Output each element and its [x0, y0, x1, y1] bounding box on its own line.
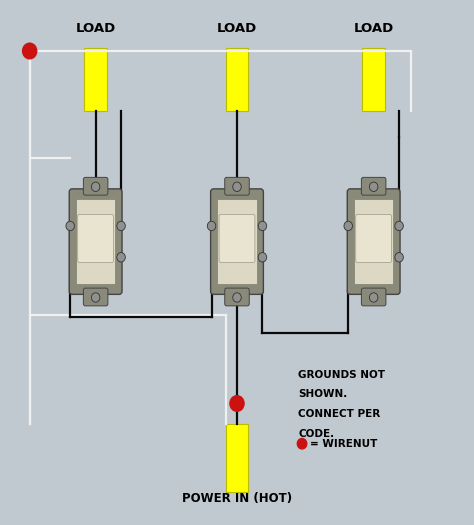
- Circle shape: [91, 293, 100, 302]
- Text: = WIRENUT: = WIRENUT: [310, 439, 377, 449]
- Circle shape: [23, 43, 36, 59]
- Text: POWER IN (HOT): POWER IN (HOT): [182, 492, 292, 506]
- Circle shape: [117, 253, 125, 262]
- Circle shape: [66, 221, 74, 230]
- Bar: [362, 48, 385, 111]
- Bar: [362, 48, 385, 111]
- Circle shape: [207, 221, 216, 230]
- Bar: [226, 48, 248, 111]
- FancyBboxPatch shape: [225, 177, 249, 195]
- Circle shape: [297, 438, 307, 449]
- Bar: [217, 200, 257, 284]
- FancyBboxPatch shape: [78, 214, 114, 262]
- FancyBboxPatch shape: [219, 214, 255, 262]
- Circle shape: [233, 182, 241, 192]
- Bar: [76, 200, 116, 284]
- Bar: [84, 48, 107, 111]
- FancyBboxPatch shape: [83, 288, 108, 306]
- Circle shape: [395, 221, 403, 230]
- Bar: [226, 424, 248, 492]
- Circle shape: [117, 221, 125, 230]
- FancyBboxPatch shape: [347, 189, 400, 295]
- Circle shape: [230, 396, 244, 411]
- FancyBboxPatch shape: [69, 189, 122, 295]
- Text: SHOWN.: SHOWN.: [298, 390, 347, 400]
- Circle shape: [344, 221, 353, 230]
- Bar: [226, 48, 248, 111]
- Text: LOAD: LOAD: [75, 23, 116, 35]
- FancyBboxPatch shape: [210, 189, 264, 295]
- FancyBboxPatch shape: [361, 288, 386, 306]
- FancyBboxPatch shape: [225, 288, 249, 306]
- Circle shape: [233, 293, 241, 302]
- Bar: [226, 424, 248, 492]
- Text: LOAD: LOAD: [354, 23, 394, 35]
- Text: GROUNDS NOT: GROUNDS NOT: [298, 370, 385, 380]
- Circle shape: [258, 253, 267, 262]
- FancyBboxPatch shape: [83, 177, 108, 195]
- Text: LOAD: LOAD: [217, 23, 257, 35]
- Bar: [84, 48, 107, 111]
- Text: CONNECT PER: CONNECT PER: [298, 410, 381, 419]
- Bar: [354, 200, 393, 284]
- FancyBboxPatch shape: [356, 214, 392, 262]
- Circle shape: [369, 182, 378, 192]
- Text: CODE.: CODE.: [298, 429, 334, 439]
- Circle shape: [258, 221, 267, 230]
- Circle shape: [91, 182, 100, 192]
- FancyBboxPatch shape: [361, 177, 386, 195]
- Circle shape: [395, 253, 403, 262]
- Circle shape: [369, 293, 378, 302]
